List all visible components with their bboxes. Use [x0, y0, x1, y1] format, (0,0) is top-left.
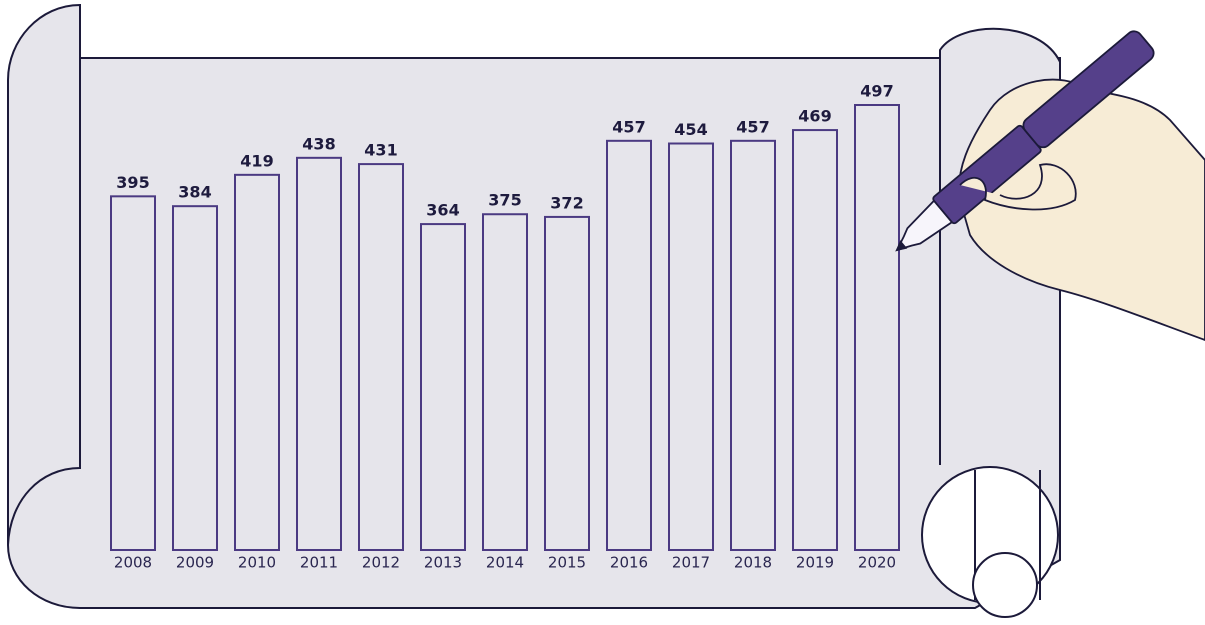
x-tick-label: 2015 — [548, 554, 586, 572]
scroll — [8, 5, 1060, 617]
value-label: 457 — [612, 117, 645, 136]
x-tick-label: 2020 — [858, 554, 896, 572]
bar — [855, 105, 899, 550]
value-label: 457 — [736, 117, 769, 136]
bar — [483, 214, 527, 550]
x-tick-label: 2014 — [486, 554, 524, 572]
value-label: 438 — [302, 134, 335, 153]
value-label: 469 — [798, 107, 831, 126]
value-label: 395 — [116, 173, 149, 192]
x-tick-label: 2013 — [424, 554, 462, 572]
bar — [545, 217, 589, 550]
value-label: 419 — [240, 151, 273, 170]
x-tick-label: 2016 — [610, 554, 648, 572]
chart: 395 2008 384 2009 419 2010 438 2011 431 2012 364 20… — [0, 0, 1205, 625]
bar — [111, 196, 155, 550]
value-label: 364 — [426, 201, 459, 220]
bar — [607, 141, 651, 550]
value-label: 375 — [488, 191, 521, 210]
x-tick-label: 2018 — [734, 554, 772, 572]
x-tick-label: 2019 — [796, 554, 834, 572]
bar — [669, 144, 713, 550]
bar — [359, 164, 403, 550]
bar — [173, 206, 217, 550]
x-tick-label: 2011 — [300, 554, 338, 572]
value-label: 431 — [364, 141, 397, 160]
value-label: 384 — [178, 183, 211, 202]
value-label: 454 — [674, 120, 707, 139]
bar — [235, 175, 279, 550]
x-tick-label: 2012 — [362, 554, 400, 572]
bar — [731, 141, 775, 550]
value-label: 497 — [860, 82, 893, 101]
x-tick-label: 2009 — [176, 554, 214, 572]
bar — [297, 158, 341, 550]
value-label: 372 — [550, 193, 583, 212]
x-tick-label: 2008 — [114, 554, 152, 572]
bar — [793, 130, 837, 550]
bar — [421, 224, 465, 550]
x-tick-label: 2017 — [672, 554, 710, 572]
x-tick-label: 2010 — [238, 554, 276, 572]
